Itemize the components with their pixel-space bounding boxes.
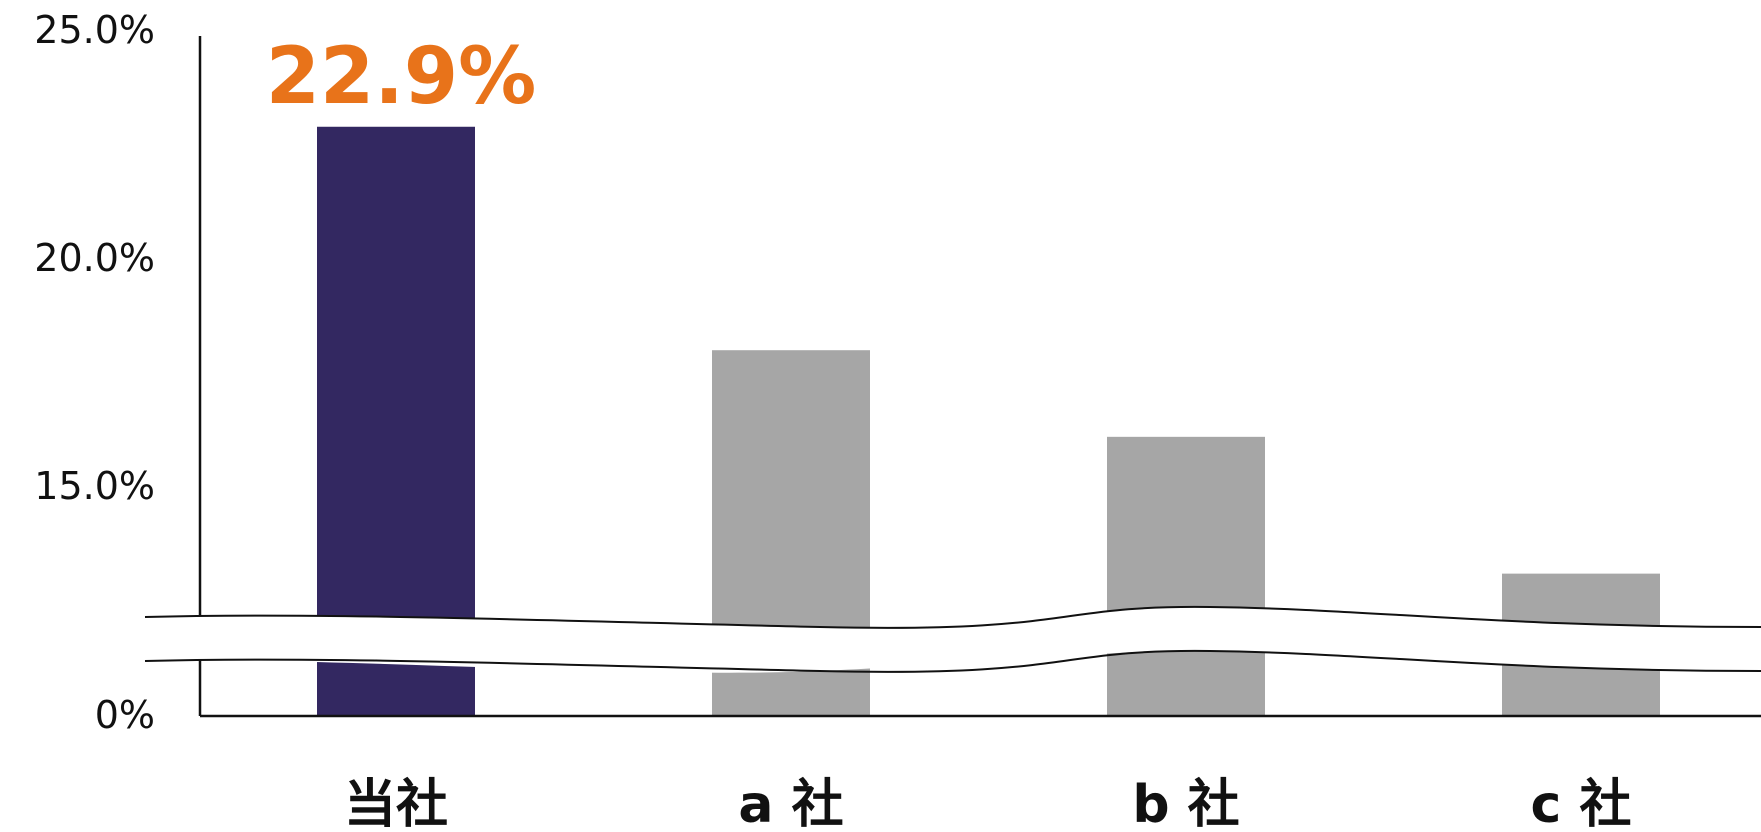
y-tick-label-2: 15.0% xyxy=(34,464,155,508)
category-label-1: 当社 xyxy=(344,775,448,832)
labels-layer: 当社 a 社 b 社 c 社 0% 15.0% 20.0% 25.0% 22.9% xyxy=(34,8,1631,832)
axis-break-line-top xyxy=(144,605,1761,629)
y-tick-label-4: 25.0% xyxy=(34,8,155,52)
axis-break xyxy=(144,605,1761,673)
y-tick-label-3: 20.0% xyxy=(34,236,155,280)
category-label-2: a 社 xyxy=(738,775,843,832)
y-tick-label-1: 0% xyxy=(95,693,155,737)
category-label-4: c 社 xyxy=(1531,775,1632,832)
data-label-1: 22.9% xyxy=(266,32,537,122)
axes-layer xyxy=(198,36,1761,718)
axis-break-band xyxy=(145,606,1761,673)
axis-break-line-bottom xyxy=(144,649,1761,673)
category-label-3: b 社 xyxy=(1132,775,1239,832)
bar-3 xyxy=(1107,436,1265,716)
